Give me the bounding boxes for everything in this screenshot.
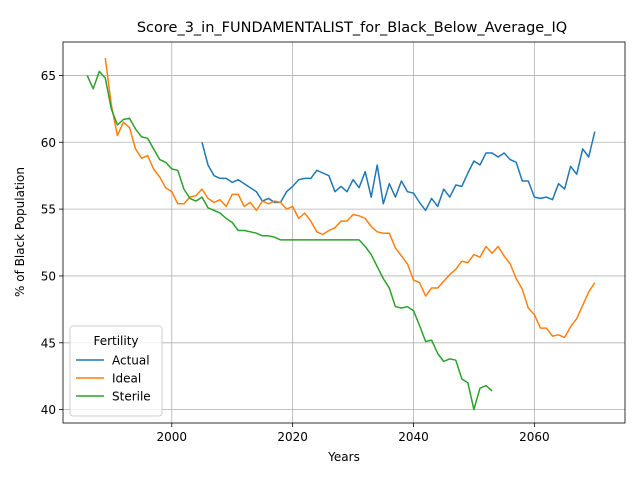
x-tick-label: 2000 [157, 430, 188, 444]
x-tick-label: 2040 [398, 430, 429, 444]
legend: Fertility Actual Ideal Sterile [69, 325, 163, 417]
series-line-sterile [86, 70, 493, 411]
y-tick-label: 65 [41, 69, 56, 83]
y-axis-ticks: 40 45 50 55 60 65 [41, 69, 63, 417]
plot-frame [62, 41, 626, 424]
y-tick-label: 55 [41, 203, 56, 217]
x-tick-label: 2060 [519, 430, 550, 444]
y-tick-label: 50 [41, 269, 56, 283]
chart-title: Score_3_in_FUNDAMENTALIST_for_Black_Belo… [137, 20, 567, 36]
series-line-actual [201, 131, 596, 212]
y-axis-label: % of Black Population [13, 167, 27, 297]
legend-title: Fertility [93, 334, 138, 348]
x-axis-label: Years [327, 450, 360, 464]
legend-label-sterile: Sterile [112, 390, 151, 404]
grid-lines [63, 42, 625, 423]
series-line-ideal [104, 57, 596, 339]
y-tick-label: 60 [41, 136, 56, 150]
legend-label-actual: Actual [112, 354, 150, 368]
y-tick-label: 45 [41, 336, 56, 350]
y-tick-label: 40 [41, 403, 56, 417]
x-tick-label: 2020 [277, 430, 308, 444]
series-lines [86, 57, 596, 411]
legend-label-ideal: Ideal [112, 372, 141, 386]
x-axis-ticks: 2000 2020 2040 2060 [157, 423, 550, 444]
legend-box [69, 325, 163, 417]
